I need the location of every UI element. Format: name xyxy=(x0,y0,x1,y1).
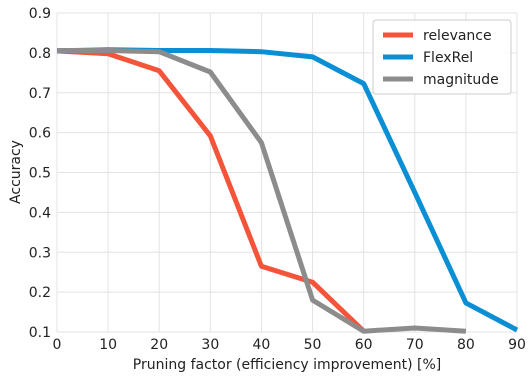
x-tick-label: 70 xyxy=(406,337,424,353)
legend: relevance FlexRel magnitude xyxy=(372,19,512,95)
y-tick-label: 0.6 xyxy=(29,126,51,142)
legend-label: relevance xyxy=(423,28,492,44)
x-tick-label: 60 xyxy=(355,337,373,353)
x-axis-label: Pruning factor (efficiency improvement) … xyxy=(133,357,441,373)
y-tick-labels: 0.1 0.2 0.3 0.4 0.5 0.6 0.7 0.8 0.9 xyxy=(29,6,51,341)
y-tick-label: 0.2 xyxy=(29,285,51,301)
x-tick-label: 50 xyxy=(304,337,322,353)
y-tick-label: 0.7 xyxy=(29,86,51,102)
y-tick-label: 0.8 xyxy=(29,46,51,62)
y-tick-label: 0.5 xyxy=(29,166,51,182)
x-tick-labels: 0 10 20 30 40 50 60 70 80 90 xyxy=(53,337,526,353)
y-axis-label: Accuracy xyxy=(8,140,24,204)
legend-label: magnitude xyxy=(423,72,499,88)
x-tick-label: 0 xyxy=(53,337,62,353)
legend-label: FlexRel xyxy=(423,50,473,66)
x-tick-label: 20 xyxy=(150,337,168,353)
y-tick-label: 0.1 xyxy=(29,325,51,341)
series-lines xyxy=(56,47,519,334)
x-tick-label: 80 xyxy=(457,337,475,353)
x-tick-label: 30 xyxy=(201,337,219,353)
y-tick-label: 0.4 xyxy=(29,205,51,221)
x-tick-label: 40 xyxy=(253,337,271,353)
x-tick-label: 90 xyxy=(508,337,526,353)
legend-box xyxy=(372,19,512,95)
x-tick-label: 10 xyxy=(99,337,117,353)
series-line-magnitude xyxy=(57,48,467,334)
y-tick-label: 0.3 xyxy=(29,245,51,261)
series-line-relevance xyxy=(56,48,366,334)
y-tick-label: 0.9 xyxy=(29,6,51,22)
